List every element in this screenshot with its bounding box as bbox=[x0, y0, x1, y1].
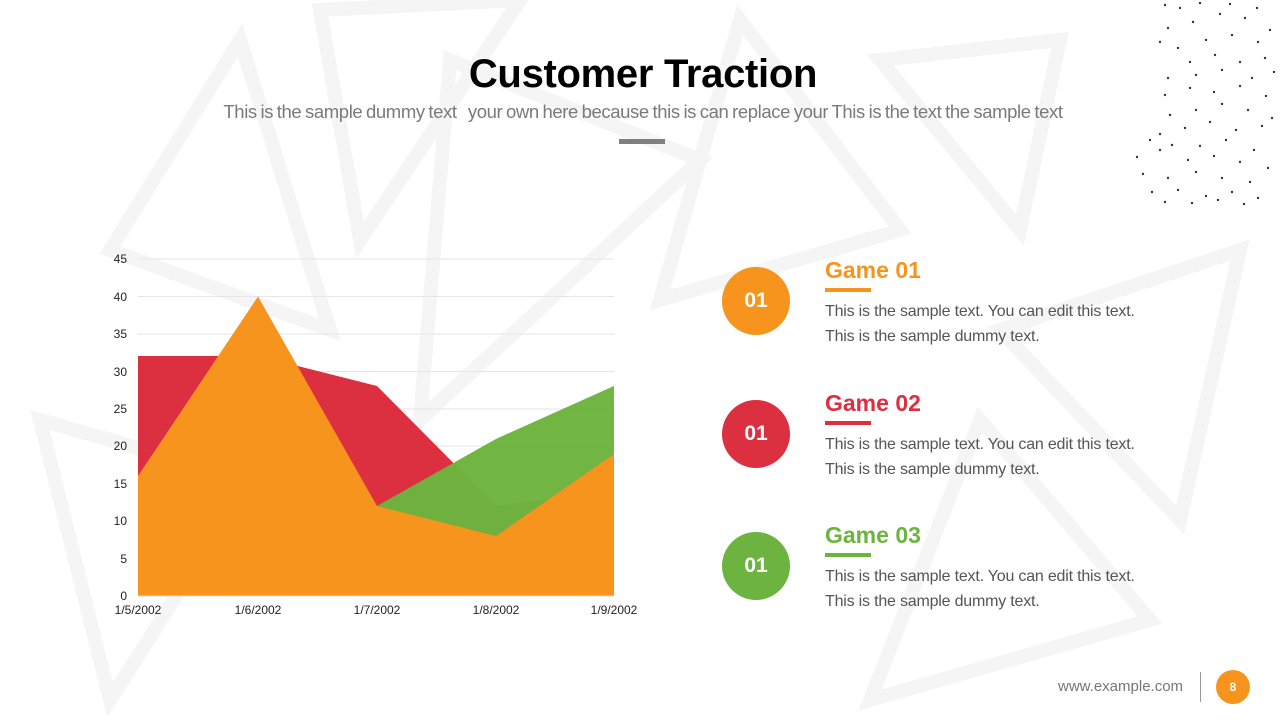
svg-text:1/6/2002: 1/6/2002 bbox=[235, 603, 282, 617]
footer-url: www.example.com bbox=[1058, 678, 1184, 695]
y-axis-labels: 0 5 10 15 20 25 30 35 40 45 bbox=[114, 252, 128, 603]
svg-text:35: 35 bbox=[114, 327, 128, 341]
item-description: This is the sample text. You can edit th… bbox=[825, 432, 1135, 482]
item-underline bbox=[825, 553, 871, 557]
number-badge: 01 bbox=[722, 267, 790, 335]
list-item-game-03: 01 Game 03 This is the sample text. You … bbox=[722, 522, 1192, 622]
description-line: This is the sample dummy text. bbox=[825, 593, 1040, 610]
series-orange-area bbox=[138, 296, 614, 596]
description-line: This is the sample text. You can edit th… bbox=[825, 436, 1135, 453]
title-underline bbox=[619, 139, 665, 144]
page-title: Customer Traction bbox=[468, 52, 818, 96]
description-line: This is the sample text. You can edit th… bbox=[825, 568, 1135, 585]
svg-text:1/5/2002: 1/5/2002 bbox=[115, 603, 162, 617]
svg-text:10: 10 bbox=[114, 514, 128, 528]
item-title: Game 03 bbox=[825, 522, 921, 548]
number-badge: 01 bbox=[722, 400, 790, 468]
svg-text:25: 25 bbox=[114, 402, 128, 416]
svg-text:40: 40 bbox=[114, 290, 128, 304]
svg-text:15: 15 bbox=[114, 477, 128, 491]
svg-text:0: 0 bbox=[120, 589, 127, 603]
item-description: This is the sample text. You can edit th… bbox=[825, 299, 1135, 349]
description-line: This is the sample dummy text. bbox=[825, 328, 1040, 345]
svg-text:5: 5 bbox=[120, 552, 127, 566]
svg-text:45: 45 bbox=[114, 252, 128, 266]
svg-text:20: 20 bbox=[114, 439, 128, 453]
svg-text:30: 30 bbox=[114, 365, 128, 379]
footer-divider bbox=[1200, 672, 1201, 702]
svg-text:1/7/2002: 1/7/2002 bbox=[354, 603, 401, 617]
number-badge: 01 bbox=[722, 532, 790, 600]
description-line: This is the sample text. You can edit th… bbox=[825, 303, 1135, 320]
list-item-game-01: 01 Game 01 This is the sample text. You … bbox=[722, 257, 1192, 357]
item-title: Game 02 bbox=[825, 390, 921, 416]
item-title: Game 01 bbox=[825, 257, 921, 283]
item-description: This is the sample text. You can edit th… bbox=[825, 564, 1135, 614]
item-underline bbox=[825, 288, 871, 292]
x-axis-labels: 1/5/2002 1/6/2002 1/7/2002 1/8/2002 1/9/… bbox=[115, 603, 638, 617]
svg-text:1/9/2002: 1/9/2002 bbox=[591, 603, 638, 617]
description-line: This is the sample dummy text. bbox=[825, 461, 1040, 478]
page-number-badge: 8 bbox=[1216, 670, 1250, 704]
page-subtitle: This is the sample dummy text your own h… bbox=[223, 101, 1063, 122]
svg-text:1/8/2002: 1/8/2002 bbox=[473, 603, 520, 617]
series-green-overlap bbox=[377, 386, 614, 536]
item-underline bbox=[825, 421, 871, 425]
list-item-game-02: 01 Game 02 This is the sample text. You … bbox=[722, 390, 1192, 490]
